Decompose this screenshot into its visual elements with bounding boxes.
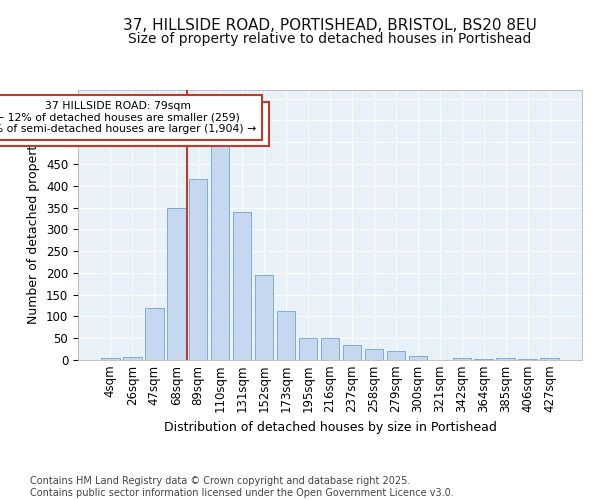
Text: Contains HM Land Registry data © Crown copyright and database right 2025.
Contai: Contains HM Land Registry data © Crown c…	[30, 476, 454, 498]
Bar	[277, 311, 295, 360]
Bar	[409, 356, 427, 360]
Bar	[189, 180, 208, 360]
Bar	[518, 358, 537, 360]
Bar	[123, 357, 142, 360]
Bar	[233, 212, 251, 360]
Bar	[343, 345, 361, 360]
Bar	[211, 142, 229, 360]
Text: 37 HILLSIDE ROAD: 79sqm
← 12% of detached houses are smaller (259)
87% of semi-d: 37 HILLSIDE ROAD: 79sqm ← 12% of detache…	[0, 101, 256, 134]
Bar	[167, 208, 185, 360]
Text: 37, HILLSIDE ROAD, PORTISHEAD, BRISTOL, BS20 8EU: 37, HILLSIDE ROAD, PORTISHEAD, BRISTOL, …	[123, 18, 537, 32]
Text: Size of property relative to detached houses in Portishead: Size of property relative to detached ho…	[128, 32, 532, 46]
Bar	[541, 358, 559, 360]
Bar	[101, 358, 119, 360]
Bar	[255, 275, 274, 360]
Bar	[386, 352, 405, 360]
Bar	[299, 338, 317, 360]
Bar	[320, 338, 340, 360]
Bar	[365, 349, 383, 360]
Bar	[475, 359, 493, 360]
X-axis label: Distribution of detached houses by size in Portishead: Distribution of detached houses by size …	[164, 421, 496, 434]
Bar	[452, 358, 471, 360]
Bar	[145, 308, 164, 360]
Text: 37 HILLSIDE ROAD: 79sqm
← 12% of detached houses are smaller (259)
87% of semi-d: 37 HILLSIDE ROAD: 79sqm ← 12% of detache…	[0, 108, 263, 140]
Y-axis label: Number of detached properties: Number of detached properties	[28, 126, 40, 324]
Bar	[496, 358, 515, 360]
